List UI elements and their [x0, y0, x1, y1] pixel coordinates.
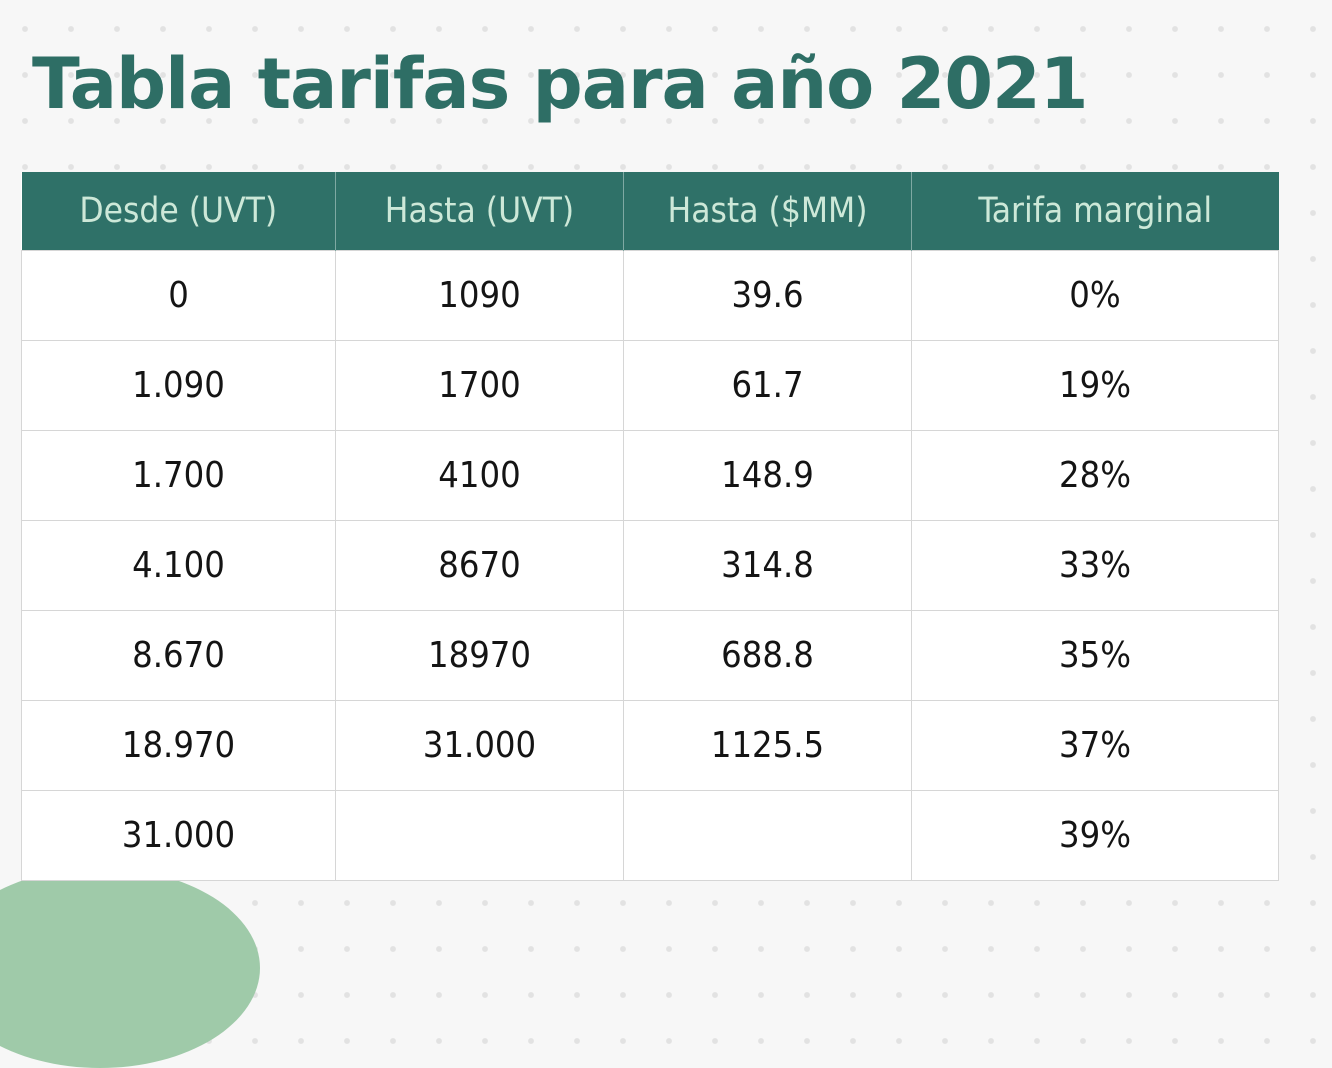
- table-row: 1.700 4100 148.9 28%: [21, 430, 1279, 521]
- cell-hasta-mm: 61.7: [623, 340, 912, 431]
- cell-hasta-uvt: 1700: [335, 340, 624, 431]
- table-row: 4.100 8670 314.8 33%: [21, 520, 1279, 611]
- header-desde-uvt: Desde (UVT): [21, 172, 336, 251]
- cell-desde: 8.670: [21, 610, 336, 701]
- cell-desde: 4.100: [21, 520, 336, 611]
- cell-hasta-uvt: 1090: [335, 250, 624, 341]
- table-row: 18.970 31.000 1125.5 37%: [21, 700, 1279, 791]
- cell-hasta-mm: 688.8: [623, 610, 912, 701]
- table-header-row: Desde (UVT) Hasta (UVT) Hasta ($MM) Tari…: [21, 172, 1279, 251]
- cell-tarifa: 37%: [911, 700, 1279, 791]
- cell-hasta-mm: 1125.5: [623, 700, 912, 791]
- decorative-circle: [0, 868, 260, 1068]
- cell-hasta-mm: [623, 790, 912, 881]
- cell-tarifa: 39%: [911, 790, 1279, 881]
- cell-hasta-mm: 39.6: [623, 250, 912, 341]
- tax-rates-table: Desde (UVT) Hasta (UVT) Hasta ($MM) Tari…: [21, 172, 1279, 881]
- cell-tarifa: 35%: [911, 610, 1279, 701]
- table-row: 8.670 18970 688.8 35%: [21, 610, 1279, 701]
- table-row: 31.000 39%: [21, 790, 1279, 881]
- cell-desde: 1.090: [21, 340, 336, 431]
- cell-hasta-uvt: 18970: [335, 610, 624, 701]
- header-hasta-mm: Hasta ($MM): [623, 172, 912, 251]
- header-tarifa-marginal: Tarifa marginal: [911, 172, 1279, 251]
- cell-desde: 31.000: [21, 790, 336, 881]
- cell-hasta-uvt: 4100: [335, 430, 624, 521]
- header-hasta-uvt: Hasta (UVT): [335, 172, 624, 251]
- table-row: 0 1090 39.6 0%: [21, 250, 1279, 341]
- cell-tarifa: 0%: [911, 250, 1279, 341]
- cell-desde: 0: [21, 250, 336, 341]
- cell-tarifa: 19%: [911, 340, 1279, 431]
- cell-desde: 1.700: [21, 430, 336, 521]
- cell-hasta-uvt: 8670: [335, 520, 624, 611]
- cell-hasta-mm: 148.9: [623, 430, 912, 521]
- cell-hasta-mm: 314.8: [623, 520, 912, 611]
- cell-hasta-uvt: [335, 790, 624, 881]
- page-title: Tabla tarifas para año 2021: [32, 43, 1088, 125]
- table-row: 1.090 1700 61.7 19%: [21, 340, 1279, 431]
- cell-desde: 18.970: [21, 700, 336, 791]
- cell-tarifa: 33%: [911, 520, 1279, 611]
- cell-tarifa: 28%: [911, 430, 1279, 521]
- cell-hasta-uvt: 31.000: [335, 700, 624, 791]
